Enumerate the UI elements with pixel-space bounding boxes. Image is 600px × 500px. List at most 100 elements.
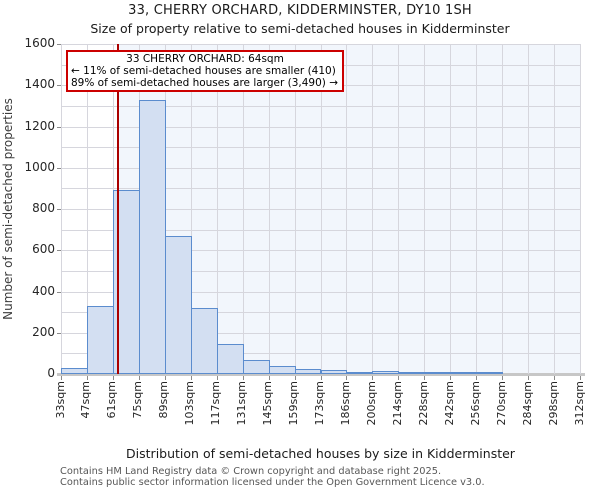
x-tick-mark (580, 376, 581, 380)
annotation-smaller-line: ← 11% of semi-detached houses are smalle… (71, 65, 336, 77)
y-tick-mark (57, 85, 61, 86)
histogram-bar (450, 372, 478, 374)
gridline-vertical (398, 44, 399, 374)
gridline-horizontal (61, 312, 580, 313)
y-tick-mark (57, 250, 61, 251)
x-tick-label: 47sqm (79, 381, 93, 419)
y-axis-title: Number of semi-detached properties (1, 98, 15, 320)
gridline-horizontal (61, 127, 580, 128)
gridline-vertical (295, 44, 296, 374)
y-tick-label: 1600 (24, 36, 55, 50)
y-tick-label: 600 (32, 242, 55, 257)
marker-line (117, 44, 120, 374)
histogram-bar (476, 372, 504, 374)
y-tick-label: 1400 (24, 77, 55, 92)
y-tick-label: 0 (47, 366, 55, 380)
gridline-horizontal (61, 168, 580, 169)
y-tick-label: 200 (32, 324, 55, 339)
x-tick-mark (217, 376, 218, 380)
x-tick-label: 173sqm (313, 381, 326, 426)
x-tick-mark (424, 376, 425, 380)
y-tick-label: 1000 (24, 159, 55, 174)
y-tick-label: 1200 (24, 118, 55, 133)
y-tick-mark (57, 292, 61, 293)
histogram-bar (190, 308, 218, 374)
x-tick-mark (139, 376, 140, 380)
x-tick-mark (243, 376, 244, 380)
gridline-vertical (372, 44, 373, 374)
x-tick-mark (502, 376, 503, 380)
x-tick-label: 242sqm (442, 381, 456, 426)
x-tick-label: 298sqm (546, 381, 560, 426)
gridline-horizontal (61, 147, 580, 148)
x-tick-mark (165, 376, 166, 380)
y-tick-label: 800 (32, 201, 55, 215)
y-tick-mark (57, 209, 61, 210)
x-tick-label: 312sqm (572, 381, 586, 426)
histogram-bar (164, 236, 192, 374)
histogram-bar (424, 372, 452, 374)
x-tick-mark (191, 376, 192, 380)
gridline-vertical (321, 44, 322, 374)
gridline-horizontal (61, 271, 580, 272)
x-tick-label: 33sqm (53, 381, 67, 419)
histogram-bar (242, 360, 270, 374)
x-tick-mark (398, 376, 399, 380)
x-tick-label: 75sqm (131, 381, 145, 419)
gridline-vertical (476, 44, 477, 374)
y-tick-mark (57, 333, 61, 334)
y-tick-mark (57, 44, 61, 45)
histogram-bar (268, 366, 296, 374)
histogram-bar (61, 368, 88, 374)
footer-attribution-line1: Contains HM Land Registry data © Crown c… (60, 466, 442, 477)
x-tick-mark (346, 376, 347, 380)
gridline-vertical (528, 44, 529, 374)
x-tick-mark (476, 376, 477, 380)
histogram-bar (346, 372, 374, 374)
gridline-vertical (269, 44, 270, 374)
x-axis-title: Distribution of semi-detached houses by … (126, 446, 515, 461)
y-tick-mark (57, 168, 61, 169)
gridline-vertical (217, 44, 218, 374)
gridline-horizontal (61, 292, 580, 293)
gridline-vertical (554, 44, 555, 374)
x-tick-mark (372, 376, 373, 380)
footer-attribution-line2: Contains public sector information licen… (60, 477, 485, 488)
gridline-vertical (580, 44, 581, 374)
histogram-bar (372, 371, 400, 374)
gridline-vertical (346, 44, 347, 374)
gridline-vertical (191, 44, 192, 374)
x-tick-mark (269, 376, 270, 380)
histogram-bar (86, 306, 114, 374)
histogram-bar (398, 372, 426, 374)
chart-title: 33, CHERRY ORCHARD, KIDDERMINSTER, DY10 … (128, 3, 472, 18)
gridline-horizontal (61, 230, 580, 231)
x-tick-mark (295, 376, 296, 380)
chart-subtitle: Size of property relative to semi-detach… (90, 21, 510, 36)
annotation-property-line: 33 CHERRY ORCHARD: 64sqm (126, 53, 284, 65)
x-tick-label: 131sqm (235, 381, 249, 426)
gridline-vertical (502, 44, 503, 374)
x-tick-label: 284sqm (520, 381, 534, 426)
y-tick-mark (57, 127, 61, 128)
gridline-horizontal (61, 250, 580, 251)
gridline-horizontal (61, 106, 580, 107)
gridline-vertical (424, 44, 425, 374)
gridline-horizontal (61, 44, 580, 45)
x-tick-label: 186sqm (338, 381, 352, 426)
x-tick-label: 117sqm (209, 381, 223, 426)
histogram-bar (138, 100, 166, 374)
histogram-bar (294, 369, 322, 374)
y-tick-label: 400 (32, 283, 55, 298)
gridline-vertical (450, 44, 451, 374)
x-tick-mark (61, 376, 62, 380)
x-tick-label: 159sqm (287, 381, 301, 426)
x-tick-mark (321, 376, 322, 380)
x-tick-label: 200sqm (364, 381, 378, 426)
gridline-vertical (243, 44, 244, 374)
annotation-box: 33 CHERRY ORCHARD: 64sqm ← 11% of semi-d… (66, 50, 344, 92)
x-tick-label: 61sqm (105, 381, 119, 419)
x-tick-mark (554, 376, 555, 380)
x-tick-label: 228sqm (416, 381, 430, 426)
